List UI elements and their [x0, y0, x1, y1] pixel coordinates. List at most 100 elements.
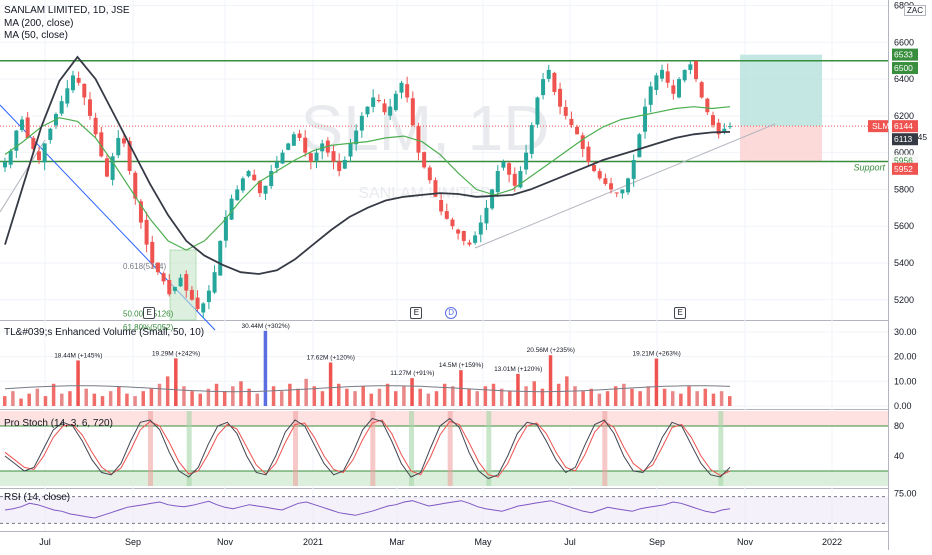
- volume-bar: [51, 383, 56, 406]
- overbought-marker: [293, 411, 298, 486]
- volume-bar: [434, 391, 439, 406]
- symbol-badge: SLM: [872, 121, 889, 131]
- candle: [490, 189, 495, 209]
- volume-annotation: 13.01M (+120%): [494, 366, 542, 373]
- candle: [76, 77, 81, 83]
- overbought-marker: [148, 411, 153, 486]
- candle: [212, 272, 217, 293]
- stop-zone: [740, 126, 822, 162]
- candle: [563, 107, 568, 116]
- stochastic-pane[interactable]: [0, 411, 888, 486]
- rsi-band: [0, 496, 888, 524]
- volume-bar: [573, 386, 577, 406]
- rsi-pane[interactable]: [0, 496, 888, 524]
- candle: [150, 241, 155, 263]
- volume-pane[interactable]: 18.44M (+145%) 19.29M (+242%) 30.44M (+302…: [3, 323, 732, 406]
- candle: [450, 219, 455, 227]
- price-pane[interactable]: Support0.618(5384)50.00%(5126)61.80%(505…: [0, 54, 888, 332]
- volume-bar: [149, 388, 154, 406]
- volume-bar: [687, 386, 691, 406]
- volume-bar: [695, 391, 699, 406]
- candle: [388, 106, 393, 116]
- candle: [382, 103, 387, 113]
- volume-annotation: 11.27M (+91%): [390, 370, 434, 377]
- volume-annotation: 30.44M (+302%): [242, 323, 290, 330]
- candle: [235, 189, 240, 201]
- candle: [14, 130, 19, 151]
- volume-bar: [100, 396, 105, 406]
- volume-bar: [239, 381, 243, 406]
- candle: [603, 178, 608, 184]
- candle: [535, 97, 540, 125]
- candle: [138, 201, 143, 223]
- candle: [303, 137, 308, 153]
- candle: [104, 158, 109, 177]
- candle: [620, 189, 625, 194]
- volume-annotation: 20.56M (+235%): [527, 347, 575, 354]
- volume-bar: [279, 391, 284, 406]
- rsi-title[interactable]: RSI (14, close): [4, 492, 71, 503]
- candle: [405, 84, 410, 98]
- oversold-marker: [718, 411, 724, 486]
- earnings-event-marker[interactable]: E: [143, 307, 156, 319]
- candle: [246, 171, 251, 177]
- volume-bar: [68, 391, 72, 406]
- time-tick-label: May: [474, 537, 492, 547]
- rsi-tick-label: 75.00: [894, 488, 917, 498]
- volume-bar: [728, 396, 732, 406]
- volume-bar: [402, 386, 406, 406]
- volume-bar: [231, 386, 235, 406]
- volume-annotation: 18.44M (+145%): [54, 352, 102, 359]
- candle: [19, 119, 24, 130]
- dividend-event-marker[interactable]: D: [445, 307, 458, 319]
- candle: [694, 61, 699, 80]
- ma200-legend[interactable]: MA (200, close): [4, 18, 74, 29]
- earnings-event-marker[interactable]: E: [410, 307, 423, 319]
- oversold-marker: [486, 411, 492, 486]
- support-badge: 5952: [894, 164, 913, 174]
- candle: [660, 69, 665, 79]
- volume-bar: [11, 391, 15, 406]
- time-tick-label: Sep: [649, 537, 665, 547]
- volume-bar: [141, 391, 145, 406]
- ma50-legend[interactable]: MA (50, close): [4, 30, 68, 41]
- volume-bar: [711, 393, 716, 406]
- volume-bar: [92, 393, 97, 406]
- candle: [484, 207, 489, 224]
- candle: [416, 126, 421, 153]
- volume-bar: [247, 388, 251, 406]
- volume-bar: [255, 393, 260, 406]
- candle: [133, 172, 138, 199]
- candle: [433, 180, 438, 197]
- volume-bar: [27, 393, 31, 406]
- volume-bar: [589, 388, 594, 406]
- volume-bar: [524, 386, 528, 406]
- candle: [699, 82, 704, 98]
- stochastic-title[interactable]: Pro Stoch (14, 3, 6, 720): [4, 418, 113, 429]
- earnings-event-marker[interactable]: E: [674, 307, 687, 319]
- candle: [467, 242, 472, 245]
- candle: [580, 135, 585, 149]
- stoch-signal-line: [4, 419, 731, 478]
- candle: [48, 128, 53, 140]
- candle: [682, 69, 687, 81]
- candle: [552, 72, 557, 92]
- candle: [614, 192, 619, 194]
- volume-tick-label: 20.00: [894, 352, 917, 362]
- candle: [648, 86, 653, 105]
- volume-bar: [304, 378, 308, 406]
- volume-bar: [630, 388, 634, 406]
- volume-bar: [19, 398, 23, 406]
- volume-bar: [622, 383, 626, 406]
- time-tick-label: Jul: [39, 537, 51, 547]
- volume-title[interactable]: TL&#039;s Enhanced Volume (Small, 50, 10…: [4, 327, 205, 338]
- overbought-marker: [447, 411, 453, 486]
- volume-bar: [719, 391, 724, 406]
- price-tick-label: 6200: [894, 111, 914, 121]
- candle: [223, 217, 228, 241]
- candle: [308, 153, 313, 162]
- candle: [728, 126, 732, 128]
- volume-bar: [271, 386, 276, 406]
